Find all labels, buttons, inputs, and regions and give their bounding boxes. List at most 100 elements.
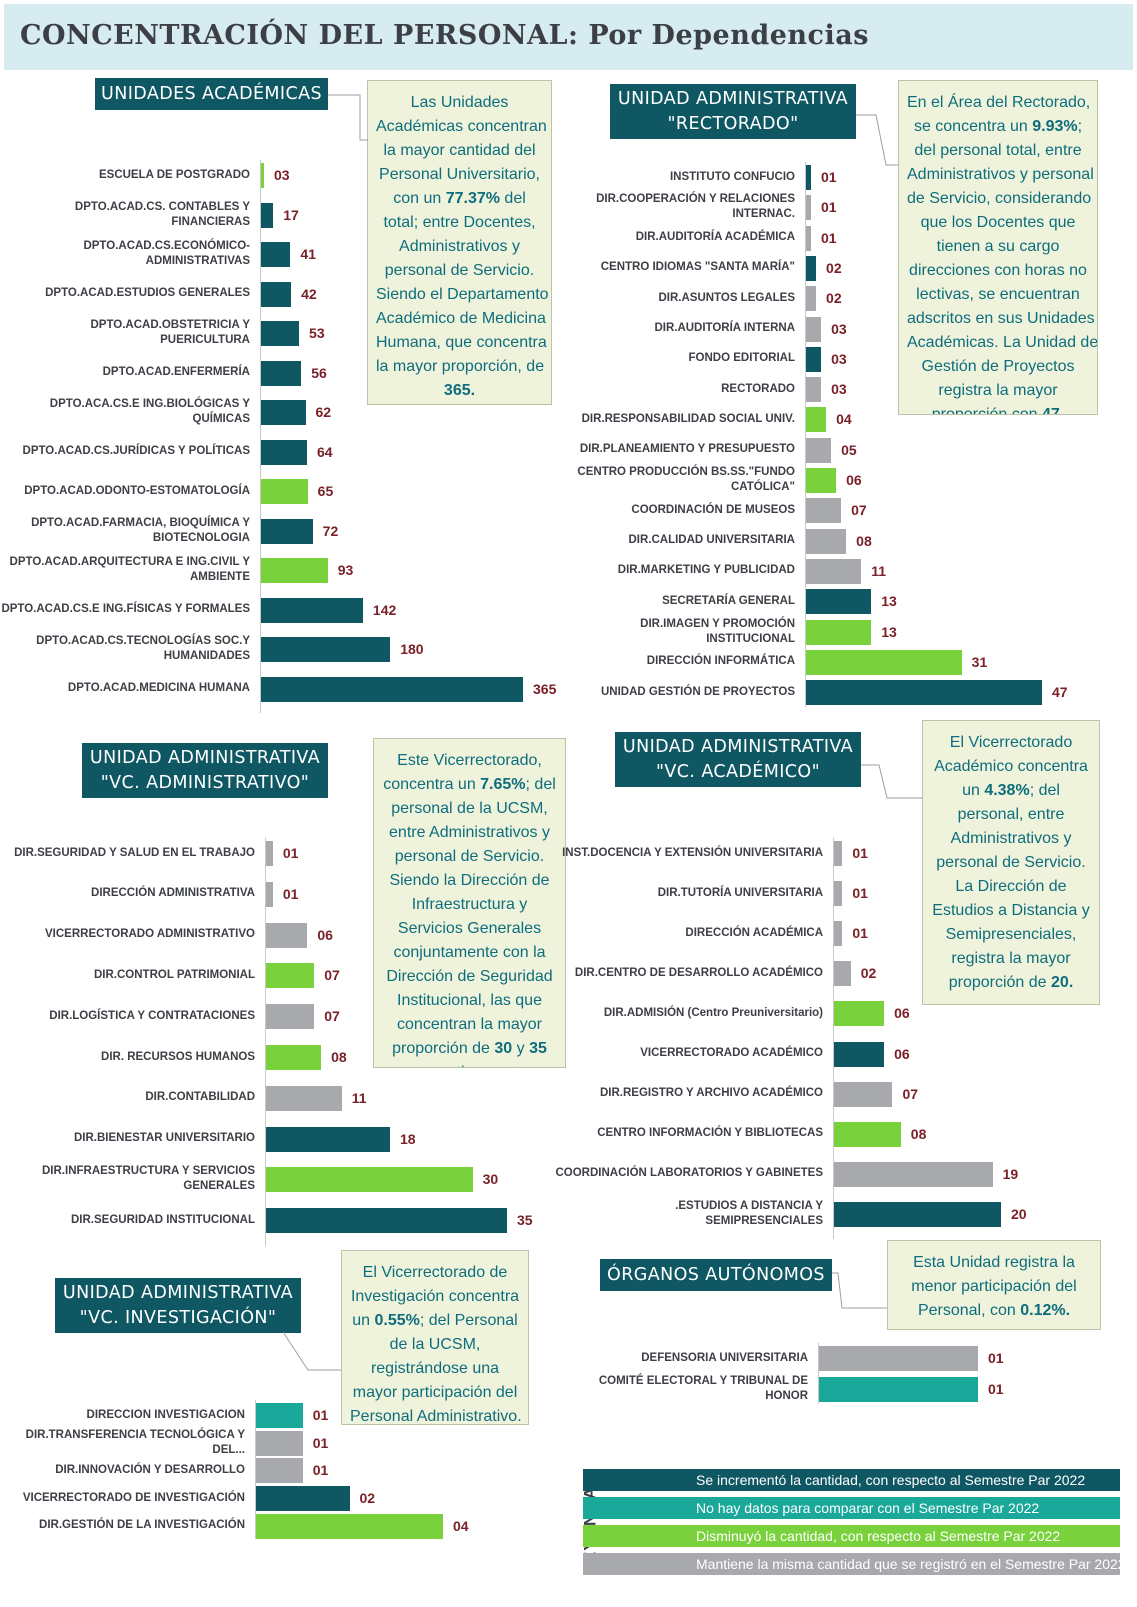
bar-value-label: 56 [311,364,327,381]
category-label: CENTRO INFORMACIÓN Y BIBLIOTECAS [597,1127,823,1140]
chart-vc-investigacion: DIRECCION INVESTIGACION 01 DIR.TRANSFERENC… [0,1400,560,1545]
note-line: con un 77.37% del [376,187,543,211]
note-text: con un [393,190,446,207]
bar-row: DPTO.ACAD.CS. CONTABLES Y FINANCIERAS 17 [0,200,582,230]
bar-value-label: 11 [871,562,887,579]
category-label: DIR.RESPONSABILIDAD SOCIAL UNIV. [581,412,795,425]
note-text: Siendo la Dirección de [389,872,550,889]
note-highlight: 30 [494,1040,513,1057]
bar-value-label: 06 [894,1045,910,1062]
bar-row: VICERRECTORADO ADMINISTRATIVO 06 [0,920,566,950]
bar [806,649,962,675]
bar-row: DIR.MARKETING Y PUBLICIDAD 11 [555,556,1101,586]
bar-row: DIR.IMAGEN Y PROMOCIÓN INSTITUCIONAL 13 [555,617,1101,647]
note-text: conjuntamente con la [393,944,546,961]
bar-value-label: 180 [400,641,424,657]
note-text: personal de Servicio. [394,848,545,865]
chart-vc-administrativo: DIR.SEGURIDAD Y SALUD EN EL TRABAJO 01 DIR… [0,838,560,1248]
note-line: Siendo el Departamento [376,283,549,307]
panel-title-line: UNIDAD ADMINISTRATIVA [617,88,849,109]
bar-row: DIRECCION INVESTIGACION 01 [0,1400,502,1430]
note-text: que los Docentes que [920,214,1076,231]
bar [806,165,812,190]
note-text: Administrativos y [950,830,1072,847]
bar-value-label: 01 [821,229,837,246]
bar-value-label: 19 [1002,1165,1019,1182]
category-label: DIR.CENTRO DE DESARROLLO ACADÉMICO [574,966,823,979]
legend-swatch [583,1525,688,1547]
bar-value-label: 17 [283,206,299,223]
bar [261,676,523,702]
bar-value-label: 01 [988,1380,1004,1397]
bar-row: ESCUELA DE POSTGRADO 03 [0,160,582,190]
bar-row: DIR.LOGÍSTICA Y CONTRATACIONES 07 [0,1001,566,1031]
bar-row: DIR.TUTORÍA UNIVERSITARIA 01 [555,878,1060,908]
note-text: mayor participación del [352,1384,518,1401]
note-line: Institucional, las que [382,989,557,1013]
note-highlight: 9.93% [1032,118,1078,135]
category-label: DIR.AUDITORÍA INTERNA [654,322,795,334]
note-text: total; entre Docentes, [383,214,536,231]
note-line: Personal, con 0.12%. [896,1299,1092,1323]
bar-row: COMITÉ ELECTORAL Y TRIBUNAL DE HONOR 01 [555,1374,1037,1404]
bar [261,281,292,307]
bar [266,1085,342,1111]
bar-value-label: 02 [860,965,877,982]
category-label: DIR.CONTROL PATRIMONIAL [94,968,255,981]
category-label: DPTO.ACAD.CS.ECONÓMICO-ADMINISTRATIVAS [83,240,250,267]
legend-swatch [583,1497,688,1519]
bar-value-label: 01 [282,845,299,861]
bar [261,597,363,623]
note-line: proporción de 20. [931,971,1091,995]
note-text: El Vicerrectorado de [362,1264,508,1281]
note-text: tienen a su cargo [936,238,1060,255]
note-line: concentra un 7.65%; del [382,773,557,797]
bar-value-label: 18 [399,1130,416,1147]
bar [806,255,817,281]
note-line: lectivas, se encuentran [907,283,1089,307]
note-line: registra la mayor [931,947,1091,971]
category-label: SECRETARÍA GENERAL [662,594,795,607]
note-line: registrándose una [350,1357,520,1381]
bar-row: DPTO.ACA.CS.E ING.BIOLÓGICAS Y QUÍMICAS 6… [0,397,582,427]
bar-value-label: 30 [482,1171,499,1188]
note-highlight: 77.37% [445,190,500,207]
category-label: DIRECCION INVESTIGACION [86,1408,245,1421]
note-line: En el Área del Rectorado, [907,91,1090,115]
note-text: Las Unidades [410,94,509,111]
bar-row: DIR.AUDITORÍA ACADÉMICA 01 [555,223,1101,253]
note-highlight: 0.55% [374,1312,420,1329]
panel-title-line: "VC. ACADÉMICO" [655,761,821,782]
legend-item: Disminuyó la cantidad, con respecto al S… [583,1525,1120,1547]
bar-value-label: 08 [910,1125,927,1142]
note-line: la mayor cantidad del [376,139,543,163]
note-line: menor participación del [896,1275,1092,1299]
bar-row: DIR.SEGURIDAD Y SALUD EN EL TRABAJO 01 [0,838,566,868]
bar-value-label: 01 [282,885,299,902]
panel-note: Este Vicerrectorado, concentra un 7.65%; … [373,738,566,1068]
panel-title-line: "RECTORADO" [667,113,799,134]
bar-row: DPTO.ACAD.CS.TECNOLOGÍAS SOC.Y HUMANIDAD… [0,634,582,664]
bar-row: DPTO.ACAD.ENFERMERÍA 56 [0,358,582,388]
note-text: personal de la UCSM, [391,800,548,817]
note-text: del [499,190,526,207]
bar-value-label: 06 [894,1005,910,1022]
legend-label: Disminuyó la cantidad, con respecto al S… [688,1525,1120,1547]
note-text: direcciones con horas no [909,262,1087,279]
note-line: tienen a su cargo [907,235,1089,259]
category-label: DIR. RECURSOS HUMANOS [101,1050,255,1063]
bar-value-label: 03 [831,350,847,367]
category-label: COORDINACIÓN LABORATORIOS Y GABINETES [555,1167,823,1180]
note-text: Académicas. La Unidad de [907,334,1098,351]
bar-value-label: 13 [881,623,897,640]
bar [806,225,812,251]
bar [261,360,302,386]
bar-row: DIR.GESTIÓN DE LA INVESTIGACIÓN 04 [0,1511,502,1541]
note-text: Académico de Medicina [376,310,546,327]
bar [834,921,843,947]
note-text: Servicios Generales [397,920,542,937]
note-text: registrándose una [370,1360,500,1377]
bar-value-label: 05 [841,441,857,458]
category-label: FONDO EDITORIAL [688,352,795,365]
category-label: DIR.INNOVACIÓN Y DESARROLLO [55,1463,245,1476]
